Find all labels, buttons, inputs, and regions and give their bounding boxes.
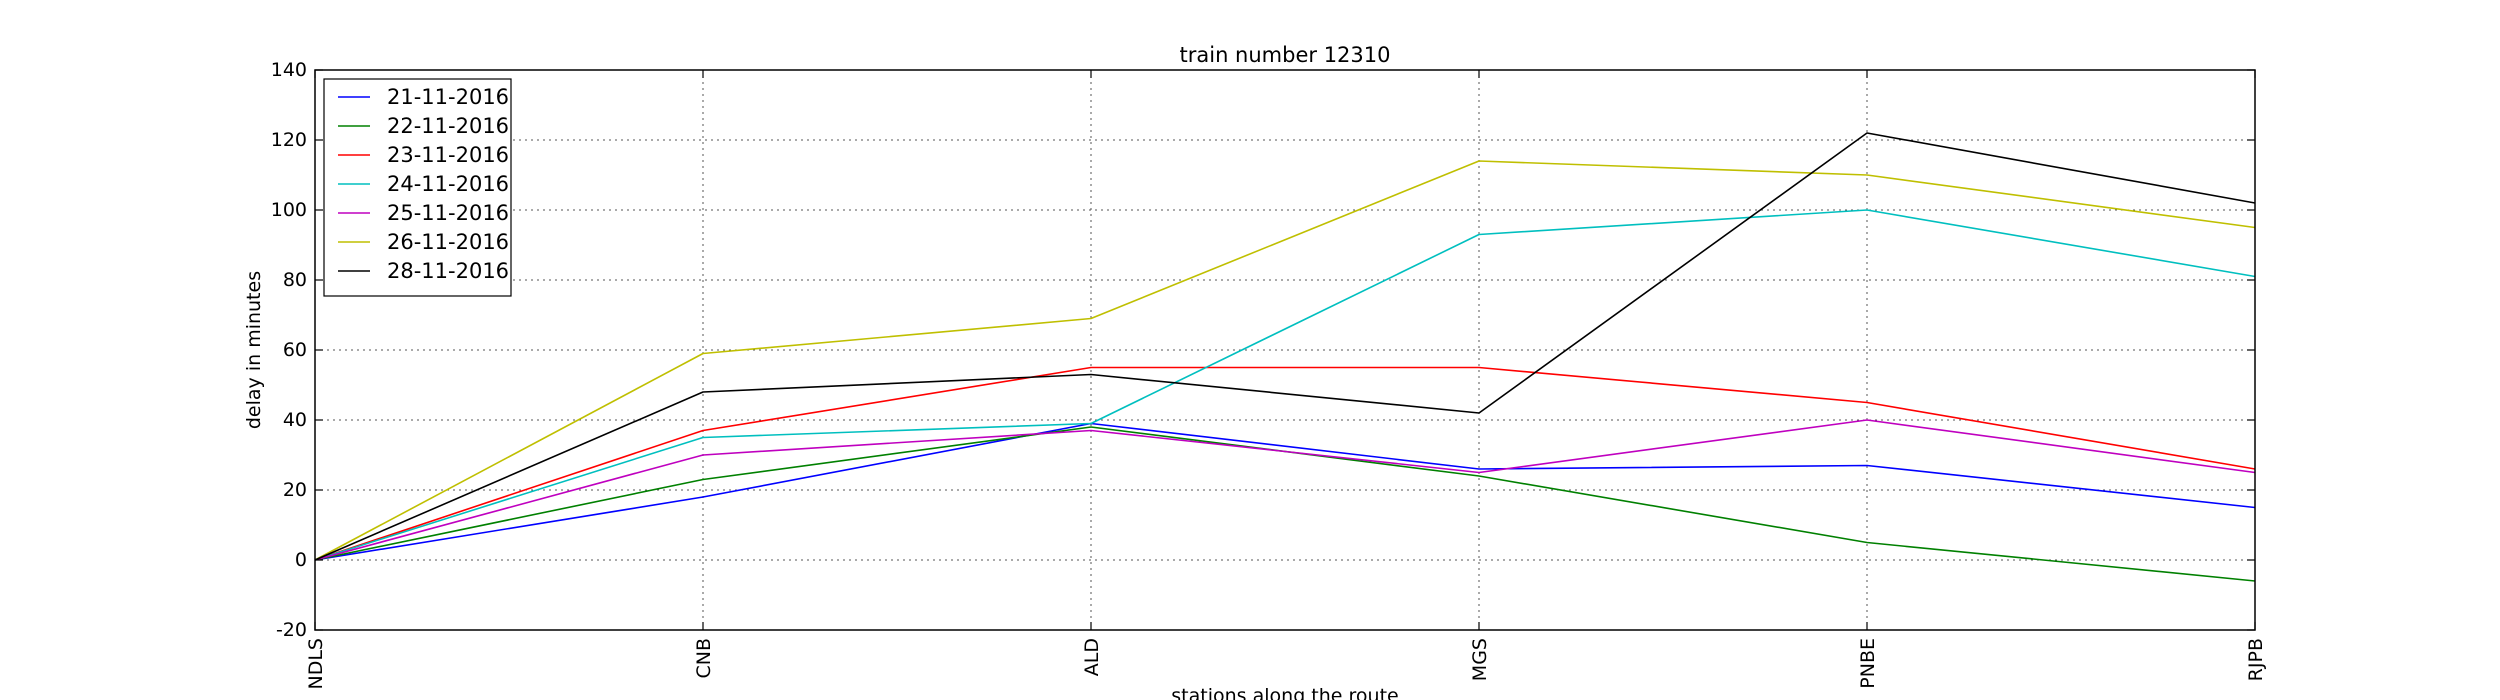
- y-tick-label: 120: [271, 129, 307, 151]
- legend-label: 24-11-2016: [387, 172, 509, 196]
- axis-ticks: -20 0 20 40 60 80 100 120 140 NDLS CNB ALD MGS PNBE RJ…: [271, 59, 2267, 690]
- series-line-21-11-2016: [314, 422, 2256, 561]
- legend-label: 23-11-2016: [387, 143, 509, 167]
- series-line-28-11-2016: [314, 132, 2256, 561]
- y-tick-label: 100: [271, 199, 307, 221]
- legend-label: 22-11-2016: [387, 114, 509, 138]
- x-axis-label: stations along the route: [1171, 685, 1398, 700]
- series-lines: [314, 132, 2256, 582]
- legend-label: 28-11-2016: [387, 259, 509, 283]
- y-tick-label: 20: [283, 479, 307, 501]
- x-tick-label: PNBE: [1857, 638, 1879, 689]
- x-tick-label: CNB: [693, 638, 715, 679]
- legend-label: 25-11-2016: [387, 201, 509, 225]
- x-tick-label: MGS: [1469, 638, 1491, 681]
- legend: 21-11-2016 22-11-2016 23-11-2016 24-11-2016…: [323, 78, 512, 297]
- x-tick-label: RJPB: [2245, 638, 2267, 681]
- y-tick-label: 0: [295, 549, 307, 571]
- legend-box: [323, 78, 512, 297]
- y-tick-label: -20: [276, 619, 307, 641]
- series-line-25-11-2016: [314, 419, 2256, 561]
- series-line-23-11-2016: [314, 366, 2256, 561]
- y-tick-label: 140: [271, 59, 307, 81]
- series-line-26-11-2016: [314, 160, 2256, 561]
- series-line-24-11-2016: [314, 209, 2256, 561]
- y-tick-label: 60: [283, 339, 307, 361]
- legend-label: 21-11-2016: [387, 85, 509, 109]
- x-tick-label: ALD: [1081, 638, 1103, 676]
- y-tick-label: 40: [283, 409, 307, 431]
- y-axis-label: delay in minutes: [243, 271, 265, 429]
- x-tick-label: NDLS: [305, 638, 327, 690]
- y-tick-label: 80: [283, 269, 307, 291]
- chart-title: train number 12310: [1180, 43, 1391, 67]
- legend-label: 26-11-2016: [387, 230, 509, 254]
